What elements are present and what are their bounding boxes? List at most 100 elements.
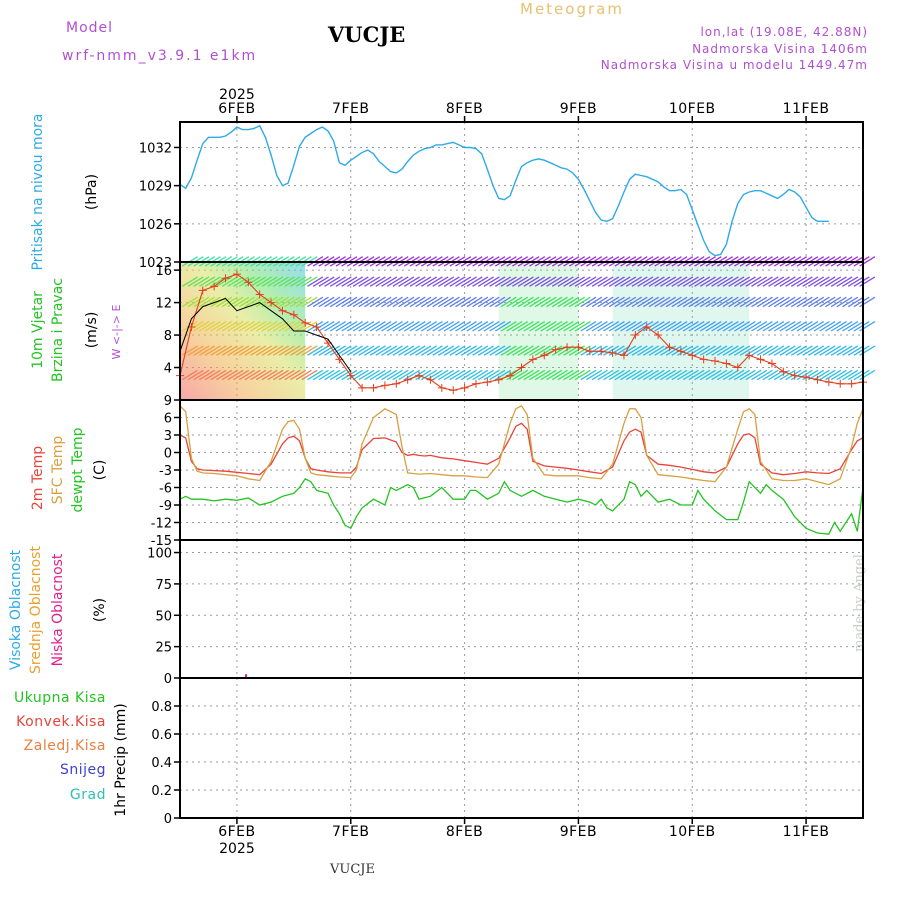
y-tick-label-temp-0: -15 [151, 534, 172, 549]
wind-arrow-466 [785, 296, 802, 308]
wind-arrow-542 [534, 276, 551, 287]
wind-arrow-109 [802, 369, 819, 381]
wind-arrow-176 [500, 345, 517, 356]
wind-arrow-90 [694, 369, 711, 381]
wind-speed-marker-19 [392, 379, 401, 388]
wind-arrow-10 [238, 369, 255, 381]
panel-frame-precip [179, 677, 864, 819]
wind-arrow-410 [466, 296, 483, 308]
wind-arrow-105 [779, 369, 796, 381]
wind-arrow-179 [517, 345, 534, 356]
wind-arrow-506 [329, 276, 346, 287]
wind-arrow-483 [199, 276, 216, 287]
wind-arrow-496 [273, 276, 290, 287]
wind-label-2-group: Brzina i Pravac [50, 278, 66, 382]
wind-arrow-261 [301, 321, 318, 332]
wind-arrow-35 [381, 369, 398, 381]
wind-arrow-591 [813, 276, 830, 287]
wind-arrow-191 [586, 345, 603, 356]
wind-arrow-102 [762, 369, 779, 381]
wind-arrow-207 [677, 345, 694, 356]
wind-arrow-302 [534, 321, 551, 332]
cloud-label-3: Niska Oblacnost [50, 553, 66, 666]
wind-arrow-544 [546, 276, 563, 287]
wind-arrow-343 [768, 321, 785, 332]
wind-arrow-21 [301, 369, 318, 381]
wind-arrow-93 [711, 369, 728, 381]
temp-unit-group: (C) [92, 460, 108, 481]
wind-arrow-58 [512, 369, 529, 381]
wind-speed-marker-46 [699, 355, 708, 364]
wind-arrow-291 [472, 321, 489, 332]
wind-arrow-323 [654, 321, 671, 332]
wind-arrow-464 [773, 296, 790, 308]
wind-arrow-143 [312, 345, 329, 356]
wind-arrow-167 [449, 345, 466, 356]
temp-label-1: 2m Temp [30, 446, 46, 510]
wind-arrow-345 [779, 321, 796, 332]
wind-arrow-443 [654, 296, 671, 308]
wind-arrow-348 [796, 321, 813, 332]
wind-speed-marker-51 [756, 355, 765, 364]
wind-arrow-30 [352, 369, 369, 381]
wind-arrow-1 [187, 369, 204, 381]
wind-arrow-471 [813, 296, 830, 308]
wind-arrow-155 [381, 345, 398, 356]
wind-arrow-387 [335, 296, 352, 308]
wind-arrow-252 [250, 321, 267, 332]
wind-arrow-251 [244, 321, 261, 332]
wind-speed-marker-59 [847, 379, 856, 388]
wind-arrow-579 [745, 276, 762, 287]
wind-arrow-504 [318, 276, 335, 287]
wind-arrow-319 [631, 321, 648, 332]
wind-arrow-473 [825, 296, 842, 308]
wind-arrow-287 [449, 321, 466, 332]
wind-field-band-a [498, 262, 579, 400]
y-tick-label-wind-0: 4 [164, 362, 172, 377]
y-tick-label-precip-2: 0.4 [151, 756, 172, 771]
wind-arrow-174 [489, 345, 506, 356]
wind-arrow-272 [364, 321, 381, 332]
y-tick-label-temp-4: -3 [159, 464, 172, 479]
wind-arrow-36 [386, 369, 403, 381]
wind-arrow-238 [853, 345, 870, 356]
wind-arrow-431 [586, 296, 603, 308]
wind-arrow-564 [660, 276, 677, 287]
wind-arrow-248 [227, 321, 244, 332]
wind-arrow-199 [631, 345, 648, 356]
wind-arrow-218 [739, 345, 756, 356]
wind-arrow-354 [830, 321, 847, 332]
wind-arrow-418 [512, 296, 529, 308]
wind-unit-group: (m/s) [84, 312, 100, 349]
wind-arrow-492 [250, 276, 267, 287]
wind-arrow-160 [409, 345, 426, 356]
wind-arrow-52 [477, 369, 494, 381]
wind-arrow-221 [756, 345, 773, 356]
wind-arrow-80 [637, 369, 654, 381]
wind-arrow-87 [677, 369, 694, 381]
wind-arrow-236 [842, 345, 859, 356]
wind-arrow-478 [853, 296, 870, 308]
cloud-low-bar-0 [245, 674, 248, 678]
precip-axis-label-group: 1hr Precip (mm) [113, 703, 129, 816]
wind-arrow-395 [381, 296, 398, 308]
cloud-unit-group: (%) [92, 598, 108, 622]
wind-arrow-545 [551, 276, 568, 287]
wind-arrow-568 [682, 276, 699, 287]
precip-legend-0: Ukupna Kisa [14, 690, 106, 706]
wind-arrow-562 [648, 276, 665, 287]
wind-arrow-231 [813, 345, 830, 356]
wind-arrow-324 [660, 321, 677, 332]
wind-arrow-420 [523, 296, 540, 308]
wind-arrow-148 [341, 345, 358, 356]
wind-arrow-124 [204, 345, 221, 356]
wind-arrow-111 [813, 369, 830, 381]
wind-arrow-417 [506, 296, 523, 308]
wind-speed-marker-52 [767, 359, 776, 368]
wind-arrow-547 [563, 276, 580, 287]
day-label-bottom-4: 10FEB [669, 824, 716, 840]
wind-arrow-442 [648, 296, 665, 308]
wind-arrow-459 [745, 296, 762, 308]
wind-arrow-428 [568, 296, 585, 308]
wind-arrow-57 [506, 369, 523, 381]
